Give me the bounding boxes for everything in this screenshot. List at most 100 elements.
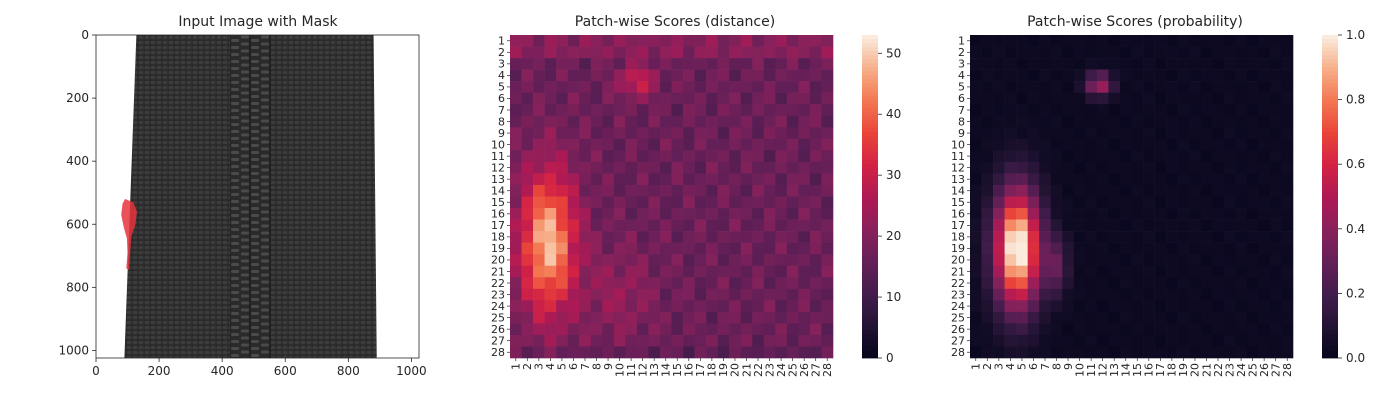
heatmap-cell bbox=[1004, 346, 1017, 359]
heatmap-cell bbox=[1143, 196, 1155, 209]
heatmap-cell bbox=[1166, 69, 1178, 82]
heatmap-cell bbox=[636, 115, 649, 128]
heatmap-cell bbox=[556, 104, 568, 117]
heatmap-cell bbox=[1258, 346, 1271, 359]
heatmap-cell bbox=[613, 161, 626, 174]
heatmap-cell bbox=[1212, 173, 1225, 186]
heatmap-cell bbox=[533, 69, 545, 82]
heatmap-cell bbox=[1016, 138, 1028, 151]
heatmap-cell bbox=[671, 161, 684, 174]
heatmap-cell bbox=[648, 346, 661, 359]
heatmap-cell bbox=[706, 334, 718, 347]
heatmap-cell bbox=[1269, 69, 1282, 82]
heatmap-cell bbox=[1212, 46, 1225, 59]
heatmap-cell bbox=[786, 277, 799, 290]
heatmap-cell bbox=[1200, 242, 1213, 255]
heatmap-cell bbox=[567, 161, 580, 174]
heatmap-cell bbox=[590, 196, 603, 209]
heatmap-cell bbox=[821, 69, 834, 82]
heatmap-cell bbox=[1258, 46, 1271, 59]
heatmap-cell bbox=[1177, 46, 1190, 59]
heatmap-cell bbox=[1212, 346, 1225, 359]
heatmap-cell bbox=[510, 127, 522, 140]
heatmap-cell bbox=[1166, 311, 1178, 324]
heatmap-cell bbox=[1258, 35, 1271, 47]
heatmap-cell bbox=[533, 242, 545, 255]
heatmap-cell bbox=[821, 300, 834, 313]
heatmap-cell bbox=[1062, 334, 1075, 347]
heatmap-cell bbox=[798, 115, 811, 128]
heatmap-cell bbox=[1189, 81, 1202, 93]
heatmap-cell bbox=[1085, 173, 1098, 186]
heatmap-cell bbox=[809, 127, 822, 140]
heatmap-cell bbox=[694, 127, 707, 140]
heatmap-cell bbox=[602, 311, 615, 324]
heatmap-cell bbox=[1096, 161, 1109, 174]
heatmap-cell bbox=[1200, 300, 1213, 313]
heatmap-y-tick-label: 10 bbox=[491, 138, 505, 151]
heatmap-cell bbox=[556, 173, 568, 186]
heatmap-cell bbox=[1073, 288, 1086, 301]
heatmap-cell bbox=[740, 254, 753, 267]
heatmap-cell bbox=[1050, 323, 1063, 336]
heatmap-cell bbox=[1004, 311, 1017, 324]
heatmap-cell bbox=[717, 138, 730, 151]
heatmap-cell bbox=[1131, 115, 1144, 128]
heatmap-cell bbox=[752, 104, 765, 117]
heatmap-cell bbox=[533, 288, 545, 301]
heatmap-cell bbox=[613, 277, 626, 290]
image-x-tick-label: 400 bbox=[211, 364, 234, 378]
heatmap-cell bbox=[1154, 35, 1167, 47]
heatmap-cell bbox=[636, 196, 649, 209]
heatmap-cell bbox=[671, 35, 684, 47]
heatmap-cell bbox=[993, 311, 1005, 324]
heatmap-cell bbox=[659, 311, 672, 324]
heatmap-cell bbox=[809, 346, 822, 359]
heatmap-cell bbox=[1143, 231, 1155, 243]
heatmap-cell bbox=[1004, 35, 1017, 47]
heatmap-cell bbox=[717, 208, 730, 220]
colorbar-tick-label: 0.0 bbox=[1346, 351, 1365, 365]
heatmap-cell bbox=[625, 277, 638, 290]
heatmap-cell bbox=[1119, 219, 1132, 232]
heatmap-cell bbox=[556, 138, 568, 151]
heatmap-cell bbox=[1050, 346, 1063, 359]
heatmap-cell bbox=[1062, 254, 1075, 267]
heatmap-cell bbox=[648, 265, 661, 278]
heatmap-cell bbox=[763, 265, 776, 278]
heatmap-cell bbox=[1016, 161, 1028, 174]
heatmap-x-tick-label: 18 bbox=[706, 363, 719, 377]
heatmap-cell bbox=[1131, 334, 1144, 347]
heatmap-x-tick-label: 24 bbox=[1235, 363, 1248, 377]
heatmap-cell bbox=[740, 46, 753, 59]
heatmap-cell bbox=[993, 69, 1005, 82]
heatmap-cell bbox=[763, 231, 776, 243]
heatmap-cell bbox=[763, 219, 776, 232]
heatmap-cell bbox=[1235, 288, 1248, 301]
heatmap-cell bbox=[1166, 104, 1178, 117]
heatmap-cell bbox=[625, 208, 638, 220]
heatmap-cell bbox=[729, 104, 742, 117]
heatmap-cell bbox=[1235, 196, 1248, 209]
heatmap-cell bbox=[1027, 173, 1040, 186]
heatmap-cell bbox=[970, 138, 982, 151]
heatmap-cell bbox=[740, 138, 753, 151]
heatmap-cell bbox=[1281, 277, 1294, 290]
heatmap-cell bbox=[763, 115, 776, 128]
heatmap-cell bbox=[786, 300, 799, 313]
heatmap-cell bbox=[613, 115, 626, 128]
heatmap-cell bbox=[579, 288, 592, 301]
heatmap-cell bbox=[981, 346, 994, 359]
heatmap-cell bbox=[1131, 104, 1144, 117]
heatmap-cell bbox=[1212, 104, 1225, 117]
heatmap-cell bbox=[1027, 46, 1040, 59]
heatmap-cell bbox=[694, 58, 707, 70]
heatmap-cell bbox=[602, 300, 615, 313]
heatmap-cell bbox=[786, 184, 799, 197]
heatmap-cell bbox=[683, 300, 695, 313]
heatmap-cell bbox=[636, 46, 649, 59]
heatmap-cell bbox=[636, 334, 649, 347]
heatmap-cell bbox=[1027, 69, 1040, 82]
heatmap-cell bbox=[1073, 346, 1086, 359]
probability-heatmap-title: Patch-wise Scores (probability) bbox=[1027, 14, 1243, 30]
